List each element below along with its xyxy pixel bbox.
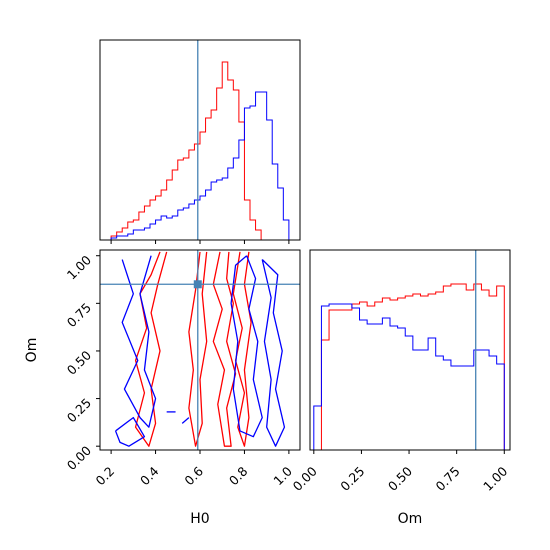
contour-blue-5 xyxy=(181,417,190,424)
om-vs-h0-xtick-label: 0.2 xyxy=(93,464,118,489)
om-histogram-marks xyxy=(313,250,505,451)
om-vs-h0-clipped xyxy=(100,250,300,450)
contour-blue-3 xyxy=(261,259,286,447)
om-vs-h0-ytick-label: 0.50 xyxy=(64,347,94,377)
om-hist-xtick-label: 0.00 xyxy=(290,463,320,493)
om-vs-h0-contours xyxy=(100,250,300,450)
h0-histogram-ticks xyxy=(110,240,290,244)
om-hist-xtick-label: 1.00 xyxy=(480,463,510,493)
h0-histogram-marks xyxy=(110,40,290,241)
om-vs-h0-xtick-label: 0.8 xyxy=(226,463,251,488)
om-vs-h0-ticks: 0.2 0.4 0.6 0.8 1.00.000.250.500.751.00 xyxy=(64,252,295,488)
x-axis-label-om: Om xyxy=(398,511,423,527)
h0-hist-series-blue xyxy=(110,91,290,240)
contour-red-2 xyxy=(188,251,208,447)
om-histogram-panel: 0.00 0.25 0.50 0.75 1.00 Om xyxy=(290,249,511,527)
om-histogram-ticks: 0.00 0.25 0.50 0.75 1.00 xyxy=(290,450,510,494)
contour-blue-0 xyxy=(121,255,157,428)
om-hist-series-blue xyxy=(313,303,505,450)
om-vs-h0-xtick-label: 0.4 xyxy=(137,463,162,488)
contour-blue-1 xyxy=(114,416,146,447)
truth-point-marker xyxy=(193,280,202,289)
om-histogram-frame xyxy=(309,249,511,451)
h0-hist-series-red xyxy=(110,61,289,241)
om-hist-xtick-label: 0.75 xyxy=(432,464,462,494)
contour-red-1 xyxy=(212,251,237,447)
om-vs-h0-ytick-label: 1.00 xyxy=(64,252,94,282)
om-vs-h0-xtick-label: 0.6 xyxy=(181,463,206,488)
contour-red-3 xyxy=(232,251,252,447)
om-vs-h0-ytick-label: 0.00 xyxy=(64,443,94,473)
x-axis-label-h0: H0 xyxy=(190,511,209,527)
om-hist-xtick-label: 0.25 xyxy=(337,464,367,494)
om-vs-h0-contour-panel: 0.2 0.4 0.6 0.8 1.00.000.250.500.751.00 H0 O… xyxy=(24,249,301,527)
om-vs-h0-ytick-label: 0.25 xyxy=(64,395,94,425)
y-axis-label-om: Om xyxy=(24,338,40,363)
contour-blue-2 xyxy=(230,255,263,438)
om-hist-xtick-label: 0.50 xyxy=(385,463,415,493)
h0-histogram-panel xyxy=(99,39,301,244)
om-vs-h0-ytick-label: 0.75 xyxy=(64,300,94,330)
